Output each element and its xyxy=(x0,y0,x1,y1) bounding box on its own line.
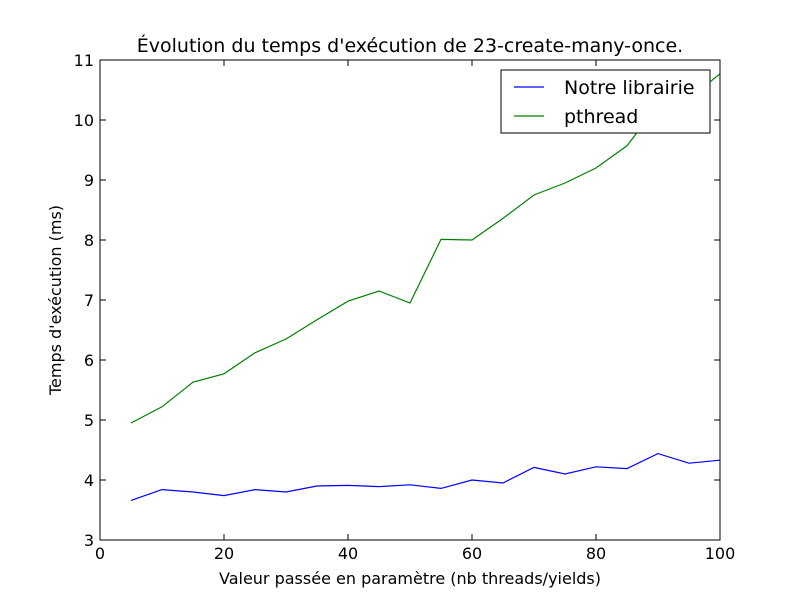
x-tick-label: 0 xyxy=(95,544,105,563)
y-tick-label: 6 xyxy=(84,351,94,370)
legend-box xyxy=(500,69,711,134)
x-tick-label: 40 xyxy=(338,544,358,563)
legend-label-notre-librairie: Notre librairie xyxy=(564,77,695,99)
x-axis-label: Valeur passée en paramètre (nb threads/y… xyxy=(219,569,601,588)
y-tick-label: 3 xyxy=(84,531,94,550)
y-tick-label: 11 xyxy=(74,51,94,70)
x-tick-label: 60 xyxy=(462,544,482,563)
x-tick-label: 20 xyxy=(214,544,234,563)
plot-frame xyxy=(99,59,721,541)
y-axis-label: Temps d'exécution (ms) xyxy=(46,205,65,396)
x-tick-label: 100 xyxy=(705,544,736,563)
series-line-pthread xyxy=(130,73,721,424)
series-line-notre-librairie xyxy=(130,452,721,501)
x-tick-label: 80 xyxy=(586,544,606,563)
y-tick-label: 8 xyxy=(84,231,94,250)
legend-label-pthread: pthread xyxy=(564,106,638,128)
y-tick-label: 4 xyxy=(84,471,94,490)
chart-title: Évolution du temps d'exécution de 23-cre… xyxy=(137,34,683,57)
y-tick-label: 9 xyxy=(84,171,94,190)
y-tick-label: 5 xyxy=(84,411,94,430)
plot-area: 0 20 40 60 80 100 3 4 5 6 7 8 9 10 11 Notre librairie pt… xyxy=(74,51,736,563)
y-tick-label: 10 xyxy=(74,111,94,130)
y-tick-label: 7 xyxy=(84,291,94,310)
